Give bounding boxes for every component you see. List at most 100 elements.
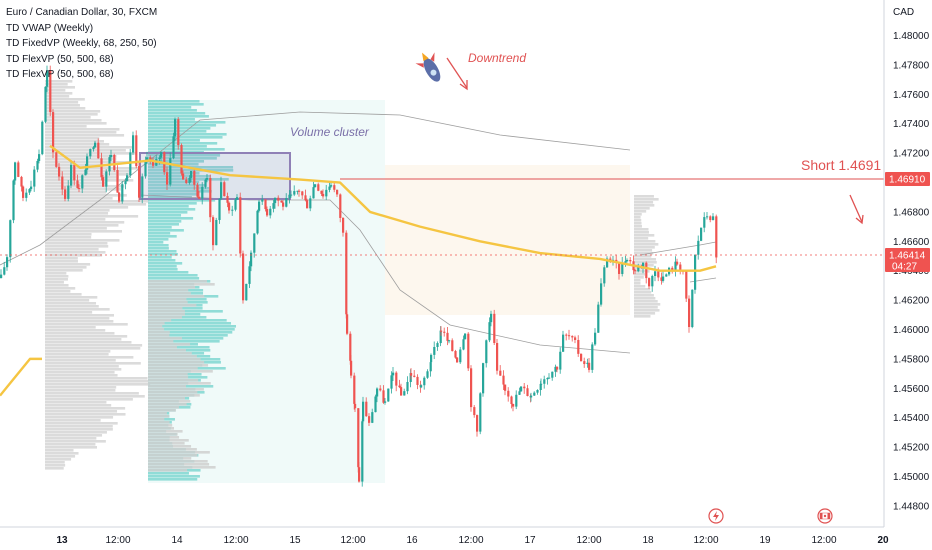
flexvp-profile-bar xyxy=(148,238,169,241)
flexvp2-profile-bar xyxy=(634,198,659,201)
candle-body xyxy=(660,277,663,281)
fixedvp-profile-bar xyxy=(45,323,128,326)
candle-body xyxy=(691,289,694,327)
fixedvp-profile-bar xyxy=(45,338,122,341)
candle-body xyxy=(226,196,229,203)
indicator-vwap[interactable]: TD VWAP (Weekly) xyxy=(6,22,94,34)
fixedvp-profile-bar xyxy=(45,287,76,290)
fixedvp-profile-bar xyxy=(45,125,87,128)
candle-body xyxy=(266,209,269,216)
fixedvp-profile-bar xyxy=(45,191,107,194)
candle-body xyxy=(671,267,674,271)
flexvp2-profile-bar xyxy=(634,246,655,249)
candle-body xyxy=(512,404,515,407)
candle-body xyxy=(634,270,637,272)
candle-body xyxy=(645,262,648,279)
indicator-flexvp-2[interactable]: TD FlexVP (50, 500, 68) xyxy=(6,69,114,80)
flexvp-profile-bar xyxy=(148,124,217,127)
flexvp-grey-bar xyxy=(148,352,192,355)
candle-body xyxy=(499,370,502,376)
flexvp2-profile-bar xyxy=(634,312,656,315)
candle-body xyxy=(193,170,196,185)
flexvp-profile-bar xyxy=(148,274,198,277)
candle-body xyxy=(502,375,505,385)
flexvp-grey-bar xyxy=(148,415,170,418)
candle-body xyxy=(533,392,536,396)
fixedvp-profile-bar xyxy=(45,311,93,314)
flexvp2-profile-bar xyxy=(634,291,652,294)
fixedvp-profile-bar xyxy=(45,320,114,323)
flexvp-profile-bar xyxy=(148,271,189,274)
flexvp-profile-bar xyxy=(148,208,196,211)
flexvp2-profile-bar xyxy=(634,288,651,291)
candle-body xyxy=(448,340,451,342)
indicator-fixedvp[interactable]: TD FixedVP (Weekly, 68, 250, 50) xyxy=(6,38,157,49)
fixedvp-profile-bar xyxy=(45,302,97,305)
flexvp-profile-bar xyxy=(148,142,218,145)
flexvp-profile-bar xyxy=(148,475,200,478)
flexvp-profile-bar xyxy=(148,478,198,481)
flexvp-profile-bar xyxy=(148,268,178,271)
price-tick-label: 1.45400 xyxy=(893,413,930,424)
candle-body xyxy=(526,388,529,397)
candle-body xyxy=(46,70,49,87)
candle-body xyxy=(67,185,70,199)
fixedvp-profile-bar xyxy=(45,305,99,308)
candle-body xyxy=(339,194,342,218)
candle-body xyxy=(264,199,267,210)
price-tick-label: 1.47800 xyxy=(893,60,930,71)
fixedvp-profile-bar xyxy=(45,278,68,281)
candle-body xyxy=(574,337,577,340)
fixedvp-profile-bar xyxy=(45,251,106,254)
canada-flag-icon[interactable] xyxy=(817,508,833,524)
flexvp-grey-bar xyxy=(148,373,188,376)
candle-body xyxy=(306,200,309,209)
indicator-flexvp-1[interactable]: TD FlexVP (50, 500, 68) xyxy=(6,53,114,65)
flexvp-profile-bar xyxy=(148,214,182,217)
candle-body xyxy=(309,198,312,209)
candle-body xyxy=(277,197,280,201)
candle-body xyxy=(443,331,446,333)
candle-body xyxy=(488,322,491,341)
flexvp2-profile-bar xyxy=(634,249,653,252)
fixedvp-profile-bar xyxy=(45,119,102,122)
fixedvp-profile-bar xyxy=(45,110,101,113)
flexvp-grey-bar xyxy=(148,283,215,286)
candle-body xyxy=(688,298,691,327)
candle-body xyxy=(712,216,715,221)
time-axis[interactable] xyxy=(0,527,932,550)
candle-body xyxy=(190,170,193,178)
fixedvp-profile-bar xyxy=(45,446,97,449)
fixedvp-profile-bar xyxy=(45,374,118,377)
fixedvp-profile-bar xyxy=(45,356,134,359)
time-tick-label: 13 xyxy=(56,535,68,546)
price-tick-label: 1.45600 xyxy=(893,384,930,395)
price-tick-label: 1.46600 xyxy=(893,237,930,248)
candle-body xyxy=(70,164,73,186)
fixedvp-profile-bar xyxy=(45,407,126,410)
fixedvp-profile-bar xyxy=(45,422,118,425)
fixedvp-profile-bar xyxy=(45,224,119,227)
candle-body xyxy=(166,172,169,185)
fixedvp-profile-bar xyxy=(45,458,72,461)
fixedvp-profile-bar xyxy=(45,326,96,329)
candle-body xyxy=(272,203,275,209)
price-tick-label: 1.48000 xyxy=(893,31,930,42)
fixedvp-profile-bar xyxy=(45,293,82,296)
candle-body xyxy=(390,375,393,389)
candle-body xyxy=(490,313,493,323)
fixedvp-profile-bar xyxy=(45,410,118,413)
flexvp-profile-bar xyxy=(148,160,205,163)
fixedvp-profile-bar xyxy=(45,269,83,272)
candle-body xyxy=(436,343,439,348)
fixedvp-profile-bar xyxy=(45,428,113,431)
candle-body xyxy=(312,187,315,199)
fixedvp-profile-bar xyxy=(45,188,121,191)
candle-body xyxy=(577,339,580,354)
candle-body xyxy=(36,160,39,170)
candle-body xyxy=(124,181,127,185)
lightning-icon[interactable] xyxy=(708,508,724,524)
fixedvp-profile-bar xyxy=(45,329,106,332)
flexvp-grey-bar xyxy=(148,430,183,433)
